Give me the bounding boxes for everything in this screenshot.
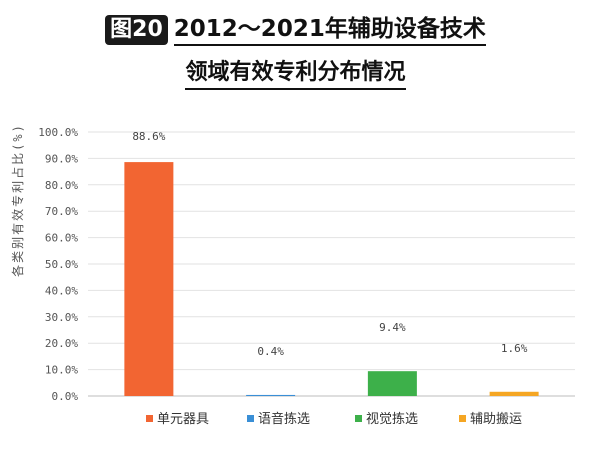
- data-label: 0.4%: [257, 345, 284, 358]
- legend: 单元器具 语音拣选 视觉拣选 辅助搬运: [146, 411, 522, 427]
- legend-swatch: [459, 415, 466, 422]
- data-label: 9.4%: [379, 321, 406, 334]
- figure-number-badge: 图20: [105, 15, 168, 45]
- y-tick-label: 50.0%: [45, 258, 78, 271]
- legend-swatch: [146, 415, 153, 422]
- y-tick-label: 60.0%: [45, 232, 78, 245]
- legend-label: 语音拣选: [258, 411, 310, 427]
- chart-title-sub: 领域有效专利分布情况: [185, 58, 406, 90]
- y-tick-label: 30.0%: [45, 311, 78, 324]
- bar-3: [367, 371, 417, 396]
- bar-2: [246, 394, 296, 396]
- legend-swatch: [247, 415, 254, 422]
- legend-label: 视觉拣选: [366, 412, 418, 427]
- legend-label: 单元器具: [157, 412, 209, 427]
- data-labels: 88.6% 0.4% 9.4% 1.6%: [132, 130, 527, 358]
- y-tick-label: 0.0%: [52, 390, 79, 403]
- chart-title-main: 2012～2021年辅助设备技术: [173, 14, 486, 46]
- y-tick-label: 70.0%: [45, 205, 78, 218]
- y-axis-tick-labels: 0.0% 10.0% 20.0% 30.0% 40.0% 50.0% 60.0% 70.0% 8…: [38, 126, 78, 403]
- data-label: 1.6%: [501, 342, 528, 355]
- y-tick-label: 100.0%: [38, 126, 78, 139]
- y-tick-label: 80.0%: [45, 179, 78, 192]
- y-tick-label: 40.0%: [45, 284, 78, 297]
- legend-label: 辅助搬运: [470, 412, 522, 427]
- legend-swatch: [355, 415, 362, 422]
- y-axis-label: 各类别有效专利占比(%): [10, 123, 25, 277]
- y-tick-label: 20.0%: [45, 337, 78, 350]
- data-label: 88.6%: [132, 130, 165, 143]
- chart-title-block: 图20 2012～2021年辅助设备技术 领域有效专利分布情况: [0, 0, 591, 100]
- y-tick-label: 90.0%: [45, 152, 78, 165]
- y-tick-label: 10.0%: [45, 364, 78, 377]
- bar-1: [124, 162, 174, 396]
- bars: [124, 162, 539, 396]
- chart-title-line-1: 图20 2012～2021年辅助设备技术: [0, 14, 591, 46]
- bar-4: [489, 391, 539, 396]
- chart-title-line-2: 领域有效专利分布情况: [0, 58, 591, 90]
